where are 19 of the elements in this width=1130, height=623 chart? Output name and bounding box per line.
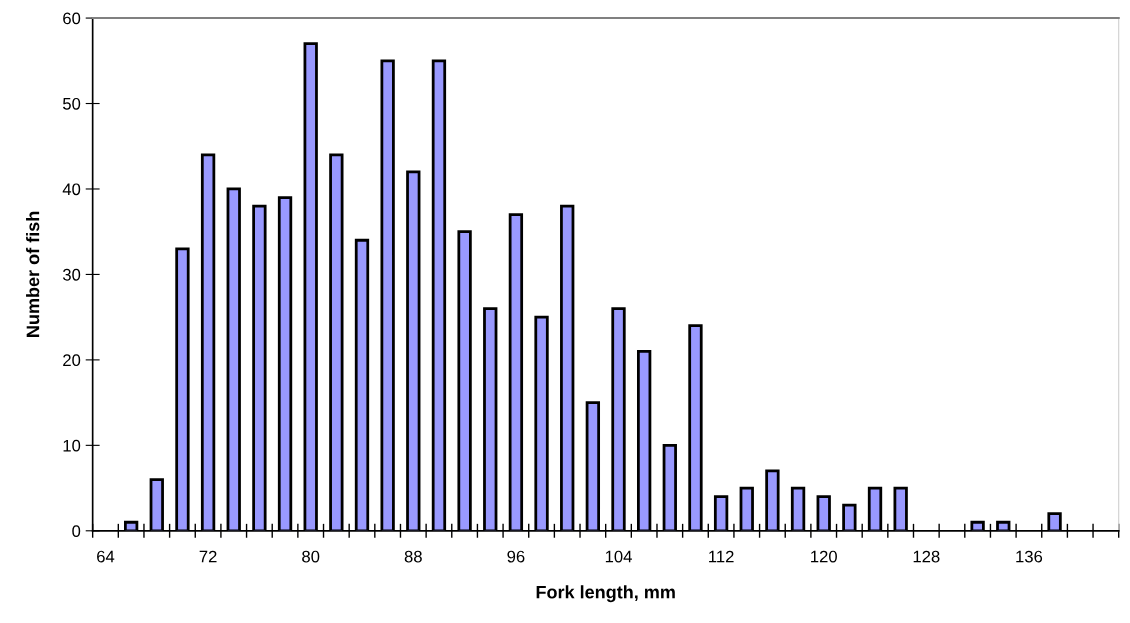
y-tick-label: 0 xyxy=(72,525,81,537)
x-tick-label: 64 xyxy=(97,550,115,563)
x-tick-label: 128 xyxy=(913,550,940,563)
x-tick-label: 88 xyxy=(404,550,422,563)
x-tick-label: 120 xyxy=(811,550,837,563)
y-axis-title: Number of fish xyxy=(26,211,40,337)
x-tick-label: 136 xyxy=(1016,550,1043,563)
x-tick-label: 112 xyxy=(709,550,734,563)
x-tick-label: 80 xyxy=(302,550,320,563)
y-tick-label: 60 xyxy=(63,12,81,25)
x-tick-label: 72 xyxy=(199,550,217,563)
x-tick-label: 104 xyxy=(605,550,632,563)
x-tick-label: 96 xyxy=(507,550,525,563)
y-tick-label: 50 xyxy=(62,97,81,110)
y-tick-label: 30 xyxy=(62,268,81,281)
y-tick-label: 40 xyxy=(62,183,81,196)
y-tick-label: 10 xyxy=(63,439,81,452)
x-axis-title: Fork length, mm xyxy=(536,585,675,603)
y-tick-label: 20 xyxy=(63,354,81,367)
